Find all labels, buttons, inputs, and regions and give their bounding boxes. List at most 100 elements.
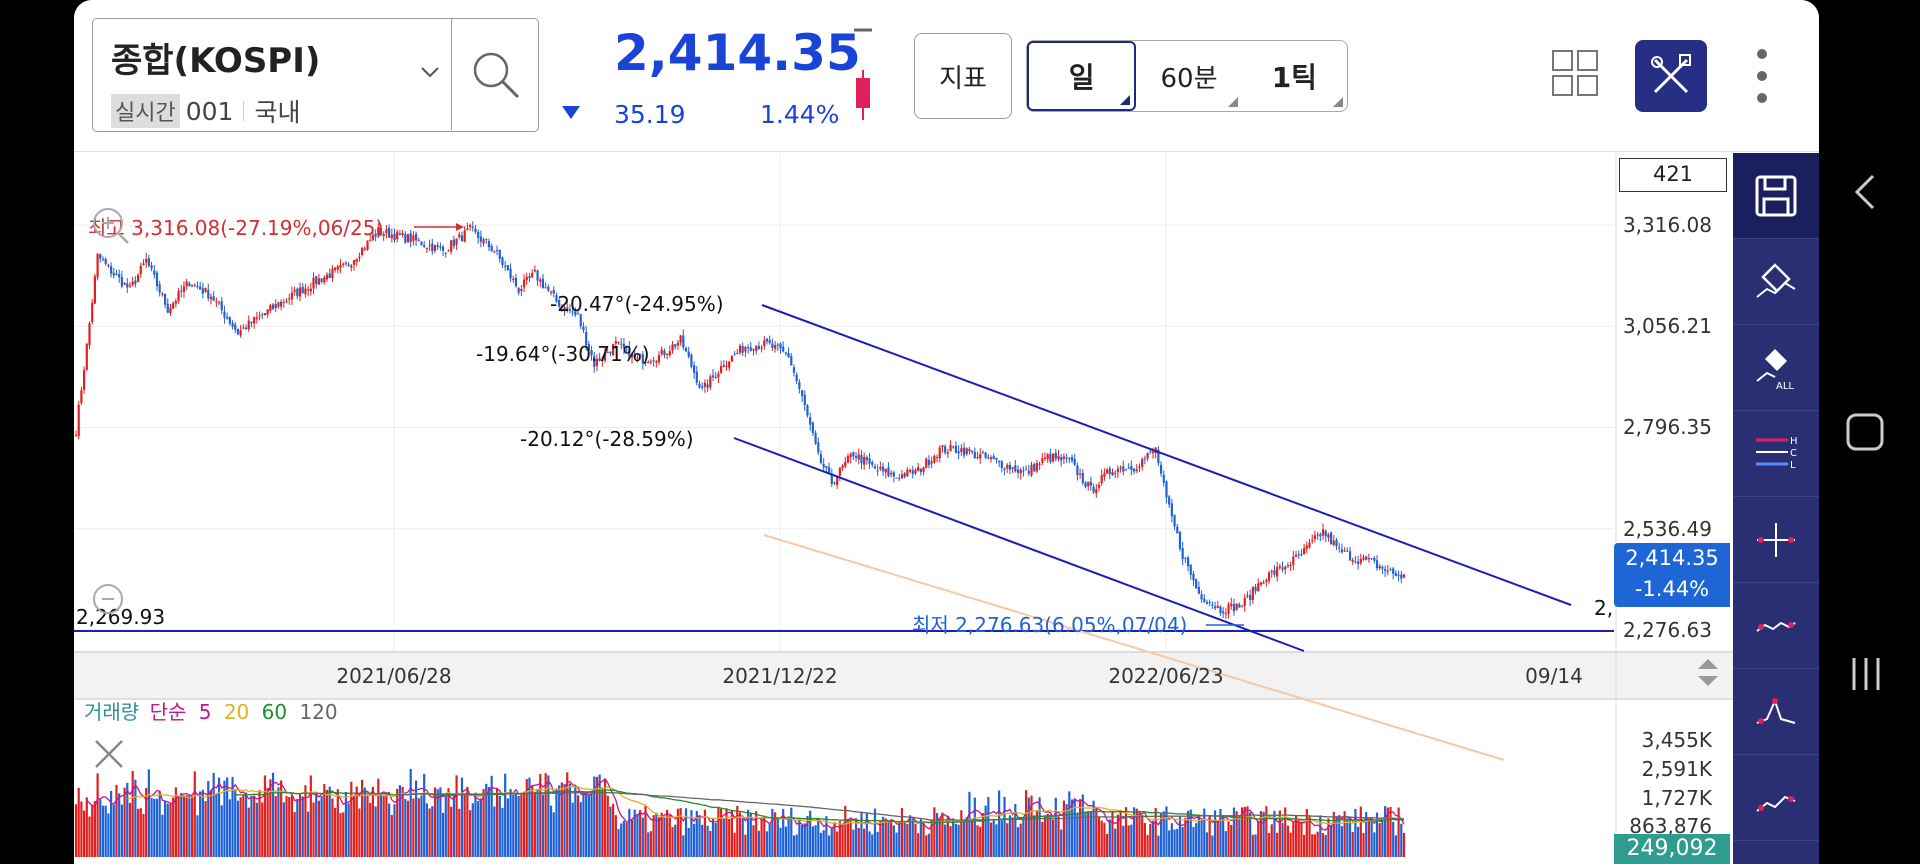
volume-bar xyxy=(598,774,601,857)
symbol-code: 001 xyxy=(185,96,234,126)
candle xyxy=(153,264,156,279)
candle xyxy=(458,231,461,240)
recents-icon[interactable] xyxy=(1849,656,1883,692)
close-volume-icon[interactable] xyxy=(95,740,123,768)
candle xyxy=(714,371,717,380)
search-button[interactable] xyxy=(451,19,539,130)
volume-bar xyxy=(150,797,153,857)
candle xyxy=(323,275,326,285)
volume-bar xyxy=(1068,791,1071,857)
layout-grid-icon[interactable] xyxy=(1552,50,1598,96)
volume-bar xyxy=(1070,799,1074,857)
scroll-arrows-icon[interactable] xyxy=(1698,659,1718,686)
volume-bar xyxy=(1238,819,1241,857)
candle xyxy=(663,348,666,359)
candle xyxy=(552,286,555,298)
candle xyxy=(231,320,234,330)
volume-bar xyxy=(703,809,707,857)
divider xyxy=(243,101,245,121)
volume-bar xyxy=(226,777,229,857)
volume-bar xyxy=(876,831,879,857)
candle-count-box[interactable]: 421 xyxy=(1619,158,1727,192)
volume-bar xyxy=(142,814,145,857)
volume-bar xyxy=(361,779,364,857)
candle xyxy=(433,244,437,254)
volume-bar xyxy=(282,802,285,857)
volume-bar xyxy=(277,787,280,857)
volume-bar xyxy=(971,821,974,857)
candle xyxy=(908,468,912,474)
volume-bar xyxy=(1049,814,1052,857)
period-60min[interactable]: 60분 xyxy=(1136,41,1241,111)
indicator-button[interactable]: 지표 xyxy=(914,33,1012,119)
zoom-in-icon[interactable] xyxy=(93,208,129,244)
volume-bar xyxy=(388,803,391,857)
chart-area[interactable]: 최고 3,316.08(-27.19%,06/25) 최저 2,276.63(6… xyxy=(74,153,1733,864)
x-tick: 09/14 xyxy=(1525,664,1583,688)
volume-bar xyxy=(158,791,161,857)
zoom-out-icon[interactable] xyxy=(93,584,123,614)
channel-lower-line[interactable] xyxy=(733,437,1305,652)
candle xyxy=(720,360,723,375)
candle xyxy=(528,272,531,282)
volume-bar xyxy=(1095,806,1098,857)
candle xyxy=(957,445,960,460)
price-chart[interactable]: 최고 3,316.08(-27.19%,06/25) 최저 2,276.63(6… xyxy=(74,153,1733,864)
tool-save[interactable] xyxy=(1733,153,1819,239)
volume-bar xyxy=(358,808,361,857)
candle xyxy=(860,450,863,470)
period-tick[interactable]: 1틱 xyxy=(1242,41,1347,111)
candle xyxy=(244,324,248,330)
candle xyxy=(709,374,712,390)
volume-bar xyxy=(1227,821,1230,857)
candle xyxy=(1081,469,1084,486)
x-tick: 2021/06/28 xyxy=(336,664,451,688)
volume-bar xyxy=(1111,812,1114,857)
drawing-tools-button[interactable] xyxy=(1635,40,1707,112)
candle xyxy=(641,351,644,370)
volume-bar xyxy=(1122,825,1125,857)
tool-crosshair[interactable] xyxy=(1733,497,1819,583)
volume-mode: 단순 xyxy=(150,700,187,724)
channel-upper-line[interactable] xyxy=(761,304,1572,606)
volume-bar xyxy=(1230,824,1233,857)
svg-text:C: C xyxy=(1790,448,1797,459)
volume-bar xyxy=(1243,806,1246,857)
volume-bar xyxy=(574,784,577,857)
period-day[interactable]: 일 xyxy=(1027,41,1137,111)
candle xyxy=(730,355,734,363)
vol-y-tick: 3,455K xyxy=(1642,728,1713,752)
candle xyxy=(506,264,509,271)
candle xyxy=(979,448,982,464)
candle xyxy=(946,448,949,459)
tool-erase-all[interactable]: ALL xyxy=(1733,325,1819,411)
high-pointer-arrow xyxy=(456,223,464,231)
tool-peak-line[interactable] xyxy=(1733,669,1819,755)
candle xyxy=(450,240,453,255)
volume-bar xyxy=(1273,810,1276,857)
volume-bar xyxy=(744,834,747,857)
candle xyxy=(911,466,914,479)
candle xyxy=(1305,541,1308,554)
candle xyxy=(706,379,709,392)
channel-mid-line[interactable] xyxy=(763,534,1505,761)
tool-eraser[interactable] xyxy=(1733,239,1819,325)
volume-bar xyxy=(1316,831,1319,857)
volume-bar xyxy=(1311,834,1314,857)
volume-bar xyxy=(1362,833,1365,857)
candle xyxy=(263,313,267,316)
volume-bar xyxy=(1222,815,1225,857)
back-icon[interactable] xyxy=(1849,172,1879,212)
chevron-down-icon[interactable] xyxy=(419,61,441,83)
volume-bar xyxy=(317,800,321,857)
volume-bar xyxy=(1219,808,1222,857)
tool-trend-line[interactable] xyxy=(1733,583,1819,669)
candle xyxy=(220,297,223,315)
symbol-selector[interactable]: 종합(KOSPI) 실시간 001 국내 xyxy=(92,18,539,132)
home-icon[interactable] xyxy=(1845,412,1885,452)
tool-polyline[interactable] xyxy=(1733,755,1819,841)
volume-bar xyxy=(1303,834,1306,857)
more-vertical-icon[interactable] xyxy=(1756,48,1768,104)
volume-bar xyxy=(914,823,917,857)
